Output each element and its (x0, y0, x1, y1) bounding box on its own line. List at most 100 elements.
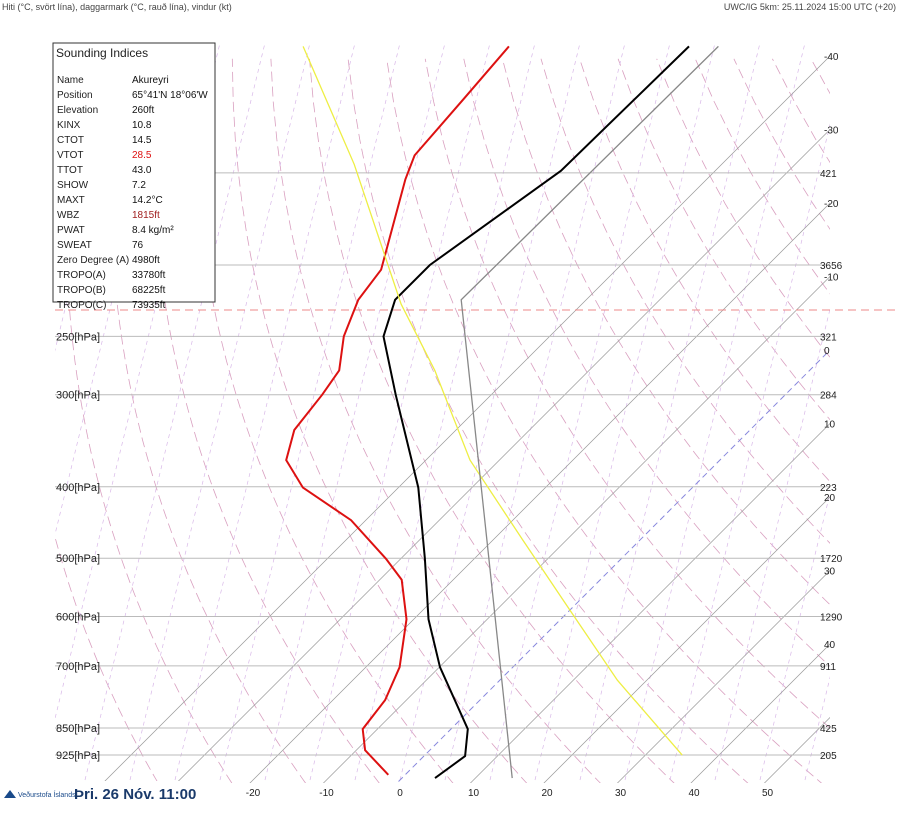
index-name: Zero Degree (A) (57, 255, 129, 266)
y-tick-label: 400[hPa] (56, 482, 100, 494)
index-value: 68225ft (132, 285, 166, 296)
height-label: 205 (820, 751, 837, 762)
profile-line (285, 45, 510, 776)
isotherm-label: -20 (824, 199, 839, 210)
height-label: 1290 (820, 613, 843, 624)
height-label: 425 (820, 724, 837, 735)
height-label: 421 (820, 169, 837, 180)
x-tick-label: -10 (319, 788, 334, 799)
isotherm (249, 202, 830, 783)
index-name: MAXT (57, 195, 85, 206)
height-label: 321 (820, 332, 837, 343)
dry-adiabat (65, 58, 233, 783)
mixing-line (669, 123, 830, 781)
y-tick-label: 925[hPa] (56, 750, 100, 762)
dry-adiabat (231, 58, 528, 783)
dry-adiabat (192, 58, 454, 783)
index-name: TROPO(C) (57, 300, 106, 311)
height-label: 911 (820, 662, 836, 673)
index-value: 73935ft (132, 300, 166, 311)
isotherm-label: 40 (824, 640, 836, 651)
isotherm-label: 10 (824, 420, 836, 431)
y-tick-label: 850[hPa] (56, 723, 100, 735)
dry-adiabat (424, 58, 830, 729)
dry-adiabat (694, 58, 830, 295)
mixing-line (714, 307, 830, 781)
index-name: VTOT (57, 150, 83, 161)
index-name: Position (57, 90, 93, 101)
header-right: UWC/IG 5km: 25.11.2024 15:00 UTC (+20) (724, 2, 896, 12)
mixing-line (84, 43, 266, 781)
isotherm-label: 20 (824, 493, 836, 504)
profile-line (382, 45, 690, 779)
mixing-line (444, 43, 626, 781)
mixing-line (579, 43, 761, 781)
isotherm-label: 30 (824, 567, 836, 578)
index-name: PWAT (57, 225, 85, 236)
dry-adiabat (151, 58, 380, 783)
y-tick-label: 600[hPa] (56, 612, 100, 624)
index-name: WBZ (57, 210, 79, 221)
index-value: 14.2°C (132, 195, 163, 206)
isotherm (470, 423, 830, 783)
height-label: 223 (820, 483, 837, 494)
y-tick-label: 700[hPa] (56, 661, 100, 673)
isotherm (690, 643, 830, 783)
index-value: 33780ft (132, 270, 166, 281)
profile-line (460, 45, 719, 779)
index-name: Elevation (57, 105, 98, 116)
y-tick-label: 300[hPa] (56, 390, 100, 402)
height-label: 284 (820, 391, 837, 402)
logo-icon (4, 790, 16, 798)
height-label: 1720 (820, 554, 843, 565)
mixing-line (129, 43, 311, 781)
index-value: 28.5 (132, 150, 152, 161)
x-tick-label: 0 (397, 788, 403, 799)
x-tick-label: 50 (762, 788, 774, 799)
index-value: 65°41'N 18°06'W (132, 90, 208, 101)
mixing-line (354, 43, 536, 781)
isotherm (176, 129, 830, 783)
isotherm (323, 276, 830, 783)
x-tick-label: 20 (541, 788, 553, 799)
mixing-line (399, 43, 581, 781)
dry-adiabat (540, 58, 830, 544)
isotherm-label: -40 (824, 52, 839, 63)
dry-adiabat (579, 58, 830, 483)
index-value: 14.5 (132, 135, 152, 146)
x-tick-label: 40 (688, 788, 700, 799)
isotherm (617, 570, 830, 783)
index-value: 8.4 kg/m² (132, 225, 174, 236)
dry-adiabat (109, 58, 307, 783)
logo-text: Veðurstofa Íslands (18, 790, 76, 799)
isotherm (102, 55, 830, 783)
dry-adiabat (888, 59, 900, 796)
indices-box: Sounding Indices Name Akureyri Position 65°… (52, 42, 216, 311)
index-value: 76 (132, 240, 144, 251)
index-name: Name (57, 75, 84, 86)
index-name: KINX (57, 120, 81, 131)
header-left: Hiti (°C, svört lína), daggarmark (°C, r… (2, 2, 232, 12)
dry-adiabat (386, 58, 822, 783)
index-value: 7.2 (132, 180, 146, 191)
x-tick-label: -20 (246, 788, 261, 799)
index-name: SHOW (57, 180, 89, 191)
mixing-line (624, 43, 806, 781)
isotherm-label: 0 (824, 346, 830, 357)
isotherm-label: -30 (824, 126, 839, 137)
grid: -40 -30 -20 -20 -10 -10 0 0 10 10 20 20 30 30 40 40 50 25… (55, 52, 843, 799)
index-name: TTOT (57, 165, 83, 176)
dry-adiabat (55, 535, 159, 783)
index-value: 43.0 (132, 165, 152, 176)
dry-adiabat (656, 58, 830, 358)
index-value: 260ft (132, 105, 154, 116)
profiles (285, 45, 719, 779)
index-value: 4980ft (132, 255, 160, 266)
mixing-line (489, 43, 671, 781)
mixing-line (174, 43, 356, 781)
index-value: Akureyri (132, 75, 169, 86)
profile-line (302, 46, 683, 756)
dry-adiabat (463, 58, 830, 667)
